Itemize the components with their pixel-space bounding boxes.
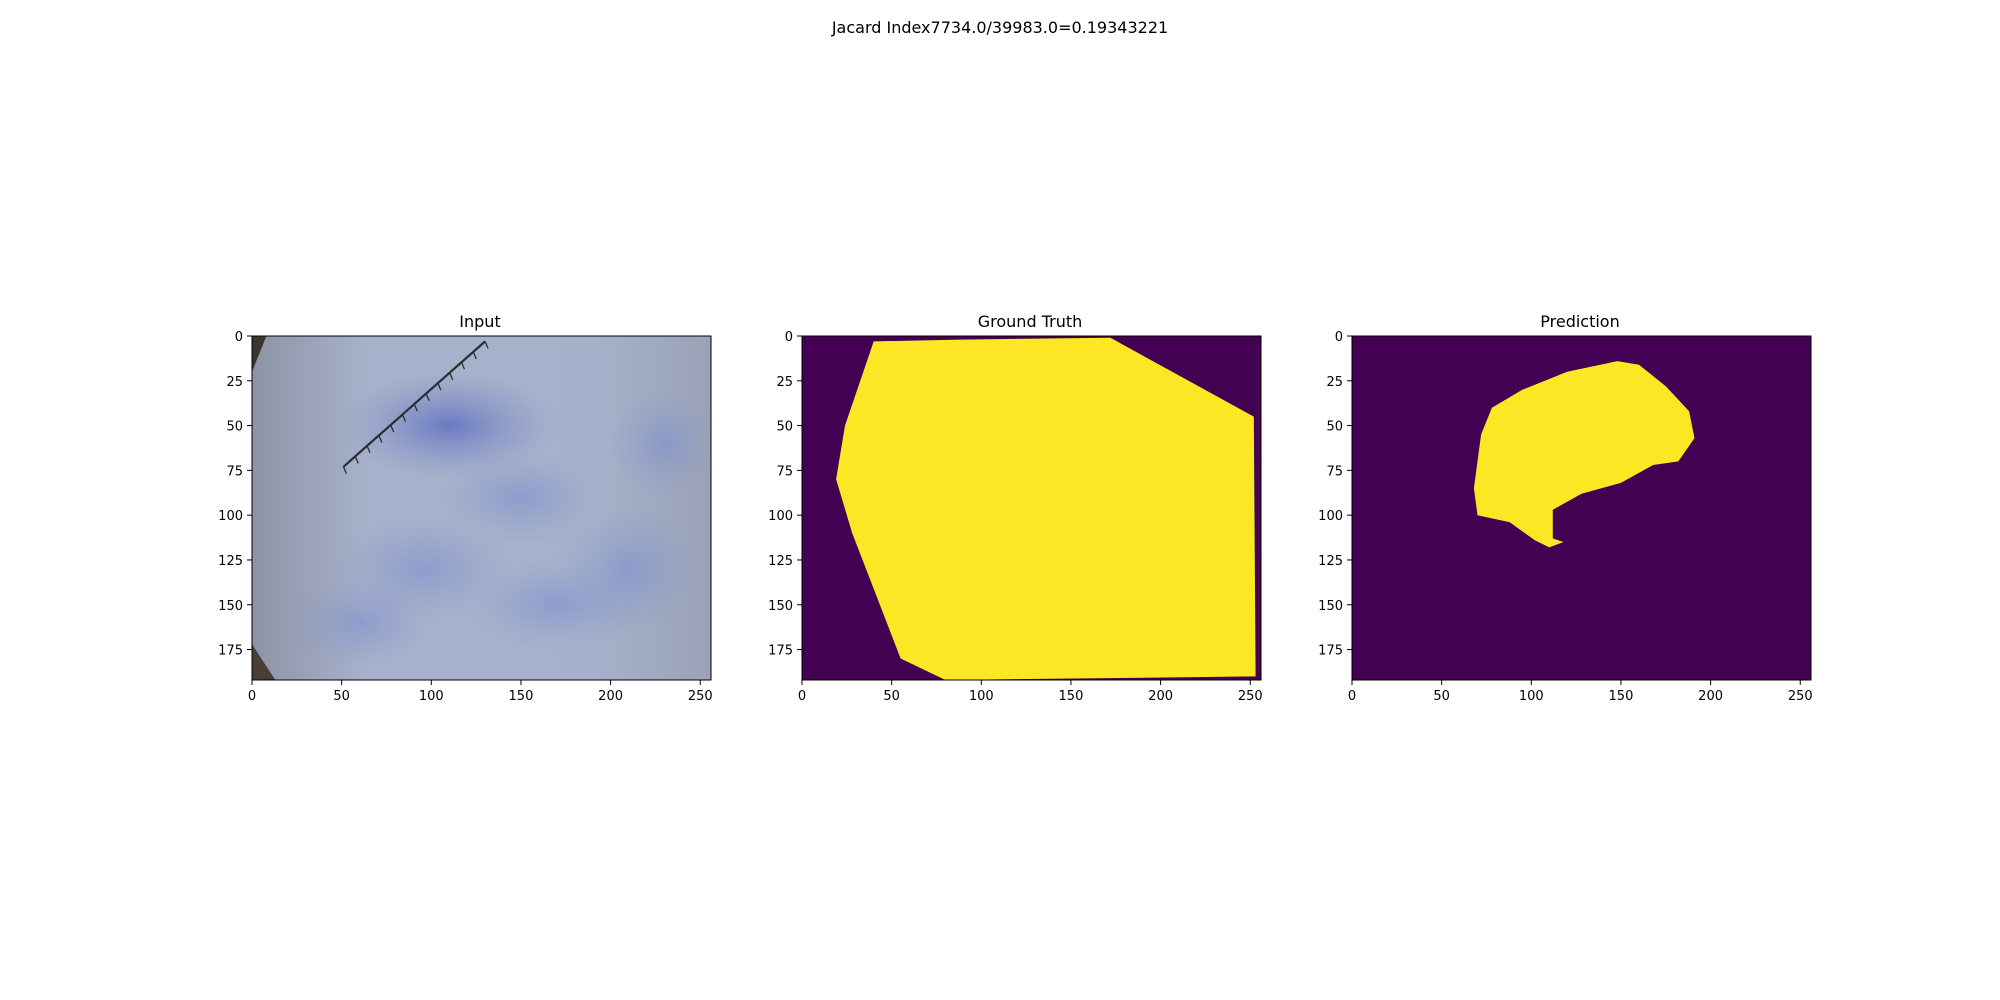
- x-tick-label: 150: [1059, 689, 1084, 704]
- y-tick-label: 175: [768, 644, 793, 659]
- panel-prediction-title: Prediction: [1540, 312, 1619, 331]
- axes-frame: [251, 335, 712, 681]
- y-tick-label: 125: [768, 554, 793, 569]
- image-area: [252, 336, 711, 680]
- ruler-tick: [401, 414, 407, 422]
- ruler-tick: [354, 456, 359, 464]
- stain-blob: [556, 506, 701, 632]
- y-tick-label: 100: [1318, 509, 1343, 524]
- y-tick-label: 125: [218, 554, 243, 569]
- panel-ground-truth: Ground Truth 0 50 100 150 200 250 0 25 50 75 100 12…: [768, 312, 1262, 704]
- y-tick-label: 0: [785, 330, 793, 345]
- x-tick-label: 250: [1788, 689, 1813, 704]
- stain-blob: [610, 389, 711, 498]
- x-tick-label: 250: [688, 689, 713, 704]
- figure-suptitle: Jacard Index7734.0/39983.0=0.19343221: [831, 18, 1168, 37]
- x-tick-label: 0: [248, 689, 256, 704]
- y-tick-label: 150: [218, 599, 243, 614]
- ruler-tick: [425, 393, 430, 401]
- y-tick-label: 100: [768, 509, 793, 524]
- image-area: [802, 336, 1261, 680]
- y-tick-label: 50: [776, 420, 793, 435]
- stain-blob: [287, 577, 432, 668]
- axes-frame: [1351, 335, 1812, 681]
- panel-input: Input 0 50 100 150 200 250 0 25 50 75 100 125 150 175: [218, 312, 713, 704]
- image-area: [1352, 336, 1811, 680]
- ruler-tick: [342, 466, 348, 475]
- y-tick-label: 0: [235, 330, 243, 345]
- y-tick-label: 150: [1318, 599, 1343, 614]
- y-tick-label: 25: [1326, 375, 1343, 390]
- mask-foreground: [836, 337, 1256, 680]
- x-tick-label: 250: [1238, 689, 1263, 704]
- x-tick-label: 0: [798, 689, 806, 704]
- y-tick-label: 75: [1326, 464, 1343, 479]
- ruler-tick: [390, 424, 395, 433]
- ruler-tick: [437, 382, 442, 391]
- y-tick-label: 125: [1318, 554, 1343, 569]
- mask-foreground: [1473, 361, 1695, 548]
- dark-corner: [252, 336, 267, 372]
- y-tick-label: 175: [1318, 644, 1343, 659]
- y-tick-label: 0: [1335, 330, 1343, 345]
- y-tick-label: 25: [776, 375, 793, 390]
- ruler-tick: [460, 362, 466, 370]
- y-tick-label: 75: [226, 464, 243, 479]
- y-tick-label: 25: [226, 375, 243, 390]
- ruler-tick: [484, 341, 489, 349]
- x-tick-label: 100: [969, 689, 994, 704]
- x-tick-label: 100: [1519, 689, 1544, 704]
- y-tick-label: 175: [218, 644, 243, 659]
- x-tick-label: 150: [509, 689, 534, 704]
- axes-frame: [801, 335, 1262, 681]
- x-tick-label: 50: [883, 689, 900, 704]
- dark-corner: [252, 644, 276, 680]
- ruler-tick: [472, 351, 477, 360]
- x-tick-label: 150: [1609, 689, 1634, 704]
- x-tick-label: 100: [419, 689, 444, 704]
- ruler-tick: [449, 372, 454, 380]
- x-tick-label: 200: [1148, 689, 1173, 704]
- x-tick-label: 200: [1698, 689, 1723, 704]
- ruler-tick: [413, 403, 418, 412]
- y-tick-label: 50: [1326, 420, 1343, 435]
- stain-blob: [341, 371, 557, 480]
- ruler-tick: [378, 435, 383, 443]
- y-tick-label: 50: [226, 420, 243, 435]
- x-tick-label: 50: [1433, 689, 1450, 704]
- x-tick-label: 50: [333, 689, 350, 704]
- panel-input-title: Input: [459, 312, 500, 331]
- stain-blob: [440, 452, 602, 543]
- x-tick-label: 200: [598, 689, 623, 704]
- y-tick-label: 75: [776, 464, 793, 479]
- panel-ground-truth-title: Ground Truth: [978, 312, 1083, 331]
- y-tick-label: 150: [768, 599, 793, 614]
- y-tick-label: 100: [218, 509, 243, 524]
- panel-prediction: Prediction 0 50 100 150 200 250 0 25 50 75 100 125 1…: [1318, 312, 1812, 704]
- ruler-tick: [366, 445, 371, 454]
- x-tick-label: 0: [1348, 689, 1356, 704]
